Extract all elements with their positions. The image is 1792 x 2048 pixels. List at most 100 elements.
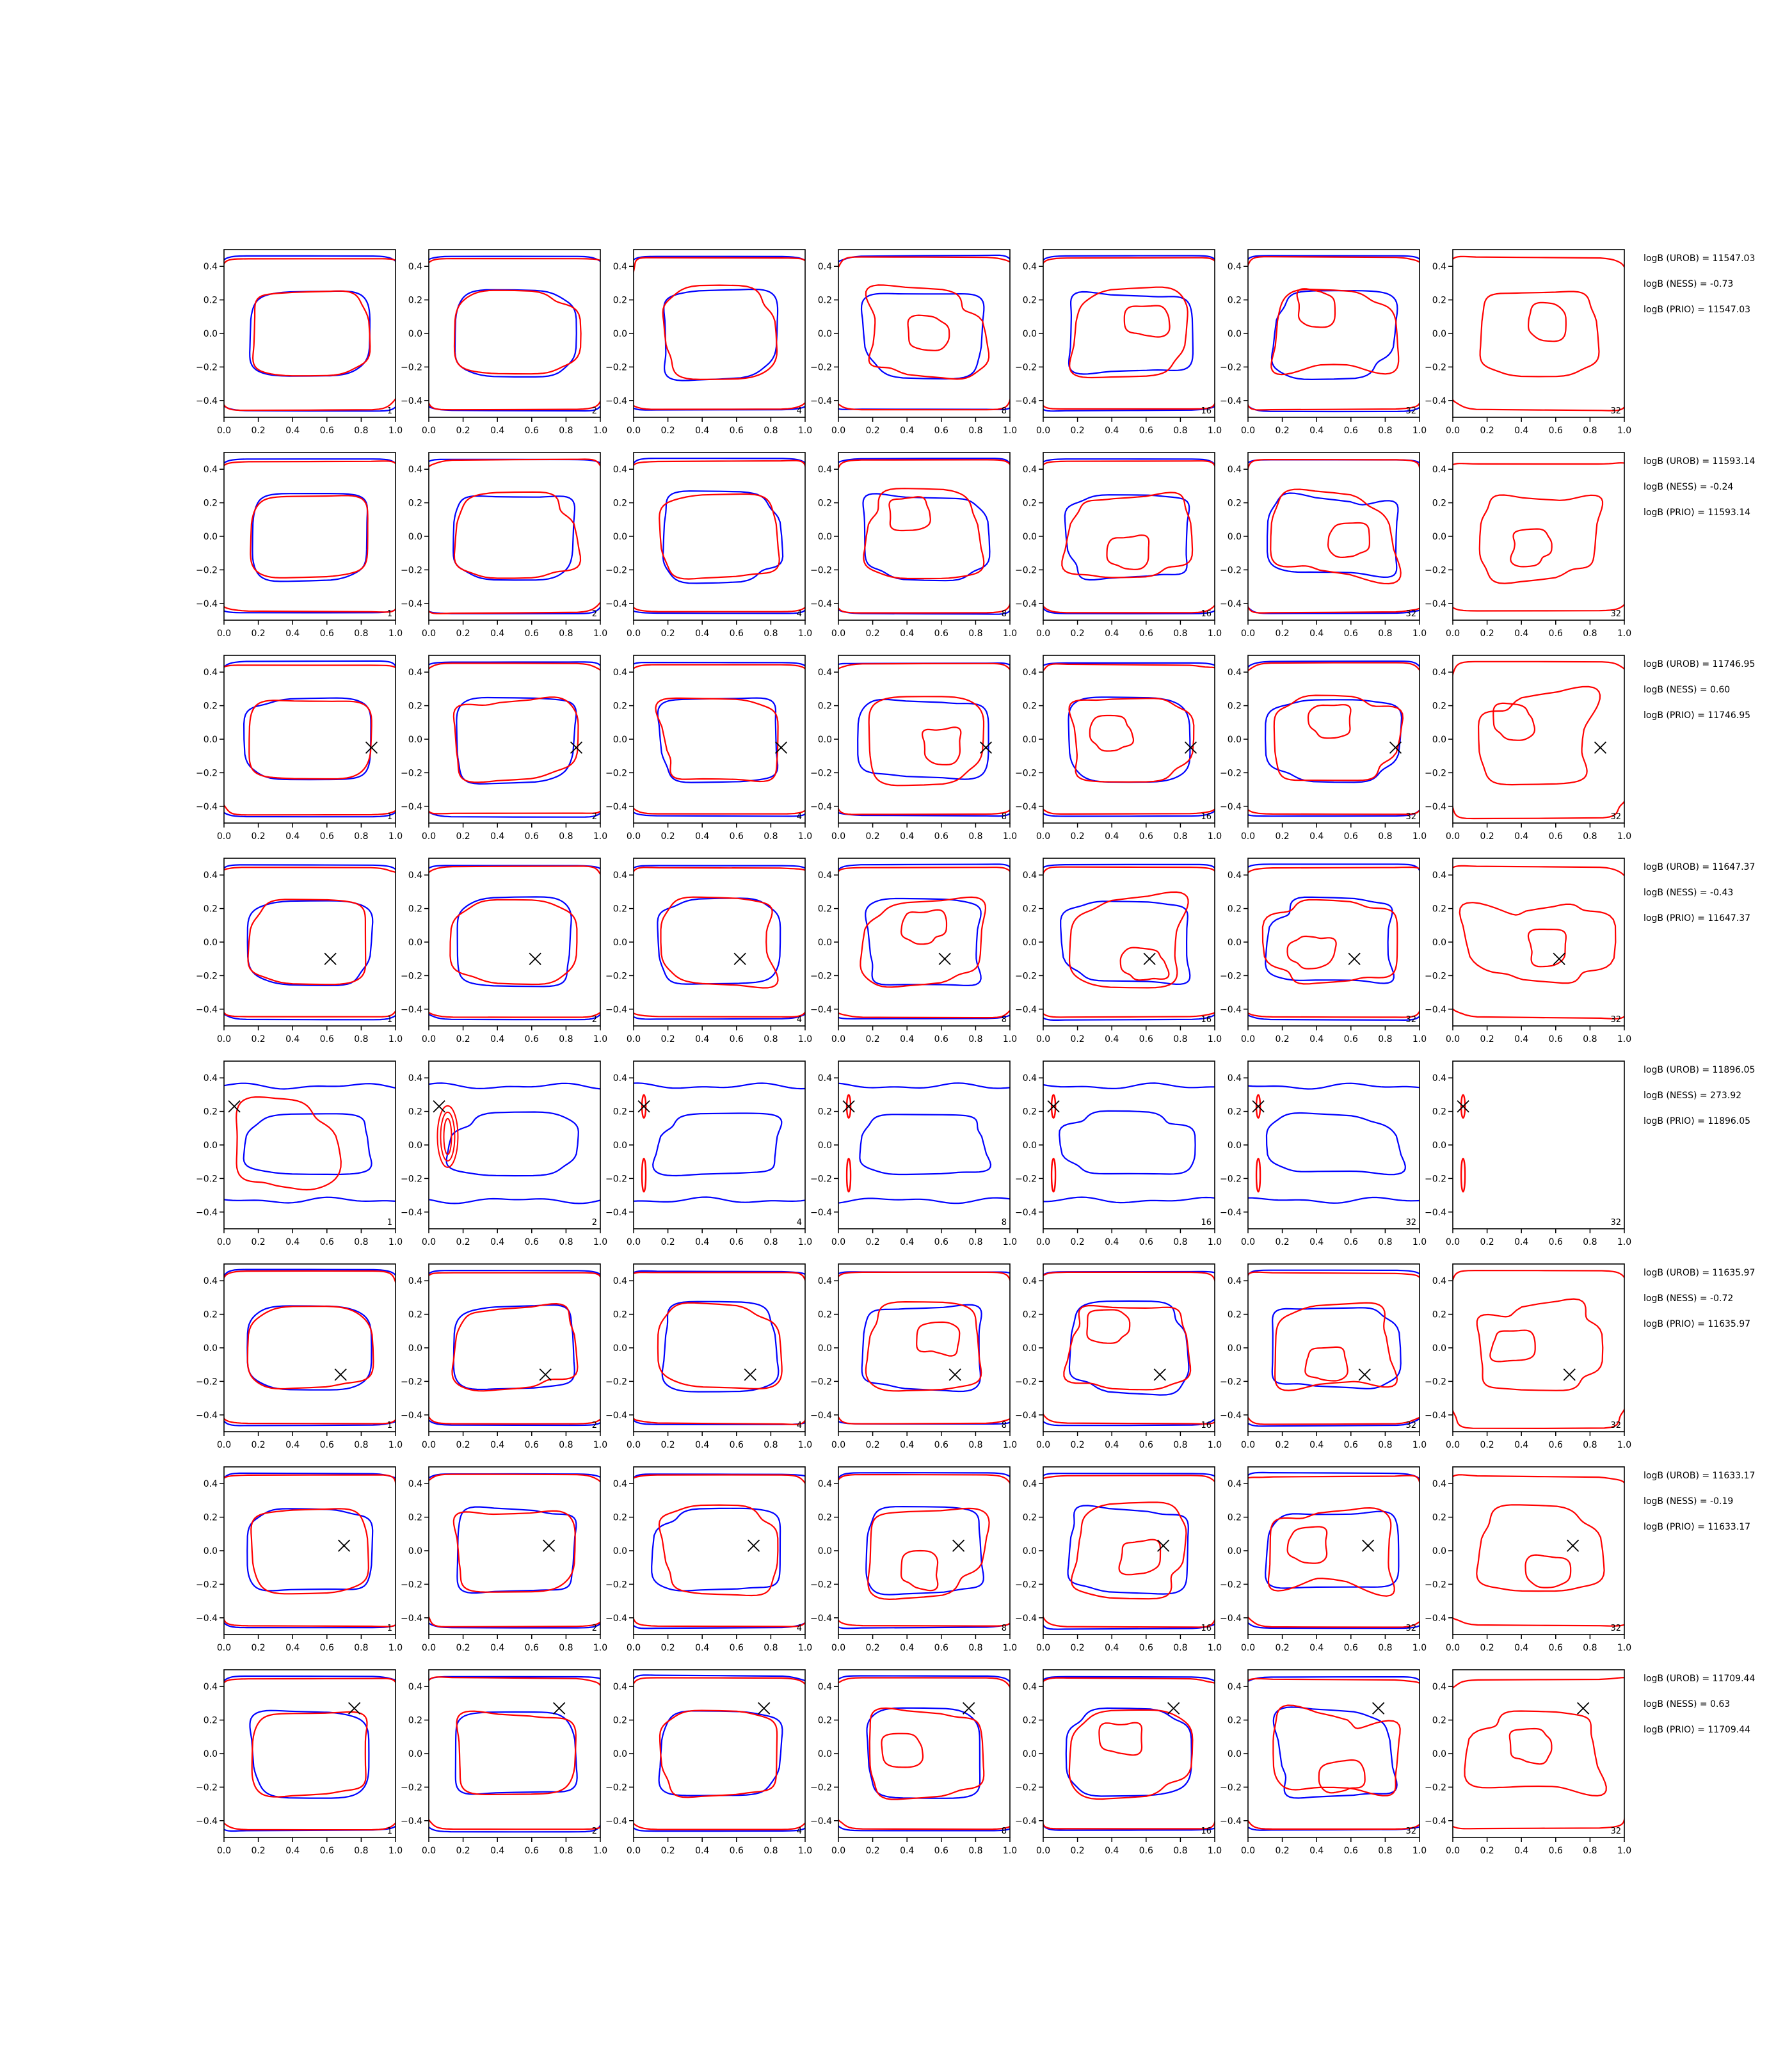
x-tick-label: 0.4	[1514, 831, 1528, 842]
y-tick-label: 0.2	[818, 1716, 832, 1726]
x-tick-label: 1.0	[1412, 628, 1427, 639]
x-tick-label: 0.8	[559, 1034, 573, 1044]
x-tick-label: 0.2	[660, 426, 675, 436]
y-tick-label: 0.2	[408, 701, 422, 712]
x-tick-label: 1.0	[1412, 1034, 1427, 1044]
x-tick-label: 1.0	[1412, 1846, 1427, 1856]
x-tick-label: 0.8	[1583, 628, 1597, 639]
x-tick-label: 0.8	[764, 831, 778, 842]
x-tick-label: 0.0	[1036, 831, 1050, 842]
y-tick-label: 0.2	[1432, 904, 1446, 915]
y-tick-label: −0.4	[1015, 1005, 1037, 1015]
y-tick-label: 0.2	[408, 1107, 422, 1117]
y-tick-label: 0.0	[1432, 1140, 1446, 1151]
x-tick-label: 0.8	[1173, 1643, 1187, 1653]
y-tick-label: 0.2	[1432, 701, 1446, 712]
x-tick-label: 1.0	[388, 628, 403, 639]
x-tick-label: 0.8	[1583, 831, 1597, 842]
x-tick-label: 0.6	[320, 426, 334, 436]
y-tick-label: 0.4	[818, 262, 832, 272]
y-tick-label: 0.2	[1023, 296, 1037, 306]
y-tick-label: 0.2	[204, 904, 218, 915]
x-tick-label: 0.4	[490, 1846, 504, 1856]
x-tick-label: 0.8	[559, 1237, 573, 1247]
x-tick-label: 0.6	[934, 831, 948, 842]
x-tick-label: 0.8	[1173, 1237, 1187, 1247]
x-tick-label: 0.4	[1105, 426, 1119, 436]
y-tick-label: 0.0	[204, 1140, 218, 1151]
y-tick-label: 0.0	[818, 1140, 832, 1151]
logB-text: logB (NESS) = 0.60	[1644, 685, 1730, 695]
contour-panel-r6-c4: 0.0 0.2 0.4 0.6 0.8 1.0 0.4 0.2 0.0 −0.2 −0.4 8	[810, 1263, 1017, 1450]
x-tick-label: 0.8	[1378, 1643, 1392, 1653]
x-tick-label: 0.4	[900, 831, 914, 842]
x-tick-label: 0.4	[1309, 426, 1324, 436]
x-tick-label: 0.8	[764, 1846, 778, 1856]
target-marker	[337, 1539, 351, 1552]
x-tick-label: 0.0	[1446, 1034, 1460, 1044]
target-marker	[433, 1100, 445, 1113]
target-marker	[553, 1702, 566, 1715]
logB-annotation-row-3: logB (UROB) = 11746.95 logB (NESS) = 0.60…	[1644, 659, 1755, 721]
target-marker	[1156, 1539, 1170, 1552]
logB-text: logB (UROB) = 11547.03	[1644, 253, 1755, 264]
y-tick-label: 0.4	[1023, 668, 1037, 678]
logB-text: logB (PRIO) = 11593.14	[1644, 508, 1750, 518]
logB-text: logB (NESS) = -0.43	[1644, 888, 1733, 898]
x-tick-label: 0.6	[320, 1237, 334, 1247]
contour-panel-r6-c3: 0.0 0.2 0.4 0.6 0.8 1.0 0.4 0.2 0.0 −0.2 −0.4 4	[605, 1263, 812, 1450]
x-tick-label: 0.4	[1514, 1237, 1528, 1247]
target-marker	[1563, 1368, 1576, 1381]
x-tick-label: 0.6	[1549, 1440, 1563, 1450]
x-tick-label: 0.6	[730, 1846, 744, 1856]
y-tick-label: 0.0	[408, 1140, 422, 1151]
y-tick-label: −0.4	[1220, 599, 1242, 609]
panel-label: 32	[1610, 609, 1621, 619]
x-tick-label: 0.2	[865, 1237, 879, 1247]
x-tick-label: 0.0	[1036, 1034, 1050, 1044]
x-tick-label: 0.4	[1514, 1643, 1528, 1653]
y-tick-label: 0.2	[1228, 1513, 1242, 1523]
y-tick-label: −0.4	[1015, 1613, 1037, 1624]
x-tick-label: 0.0	[831, 1440, 845, 1450]
x-tick-label: 0.6	[934, 1440, 948, 1450]
y-tick-label: −0.2	[605, 971, 627, 981]
x-tick-label: 1.0	[1412, 426, 1427, 436]
plot-frame	[1043, 1263, 1215, 1432]
contour-panel-r5-c6: 0.0 0.2 0.4 0.6 0.8 1.0 0.4 0.2 0.0 −0.2 −0.4 32	[1220, 1060, 1427, 1247]
plot-frame	[633, 1263, 806, 1432]
logB-annotation-row-7: logB (UROB) = 11633.17 logB (NESS) = -0.1…	[1644, 1471, 1755, 1532]
x-tick-label: 0.8	[1378, 1237, 1392, 1247]
x-tick-label: 0.4	[900, 1237, 914, 1247]
target-marker	[758, 1702, 771, 1715]
plot-frame	[1043, 1669, 1215, 1838]
target-marker	[365, 741, 378, 754]
x-tick-label: 0.0	[831, 831, 845, 842]
x-tick-label: 0.0	[1241, 1846, 1255, 1856]
y-tick-label: 0.4	[1432, 1276, 1446, 1286]
y-tick-label: 0.0	[408, 1749, 422, 1759]
logB-text: logB (UROB) = 11709.44	[1644, 1674, 1755, 1684]
x-tick-label: 0.8	[764, 1237, 778, 1247]
target-marker	[938, 952, 951, 965]
panel-label: 4	[797, 1218, 802, 1228]
y-tick-label: 0.2	[204, 1513, 218, 1523]
panel-label: 8	[1002, 609, 1007, 619]
y-tick-label: 0.2	[1023, 1310, 1037, 1320]
panel-label: 4	[797, 1015, 802, 1025]
x-tick-label: 0.2	[865, 1846, 879, 1856]
plot-frame	[633, 249, 806, 418]
y-tick-label: 0.0	[204, 1343, 218, 1354]
y-tick-label: 0.0	[1432, 735, 1446, 745]
contour-panel-r4-c7: 0.0 0.2 0.4 0.6 0.8 1.0 0.4 0.2 0.0 −0.2 −0.4 32	[1425, 858, 1631, 1044]
y-tick-label: 0.2	[408, 1513, 422, 1523]
x-tick-label: 0.4	[1309, 628, 1324, 639]
x-tick-label: 0.2	[456, 1034, 470, 1044]
x-tick-label: 0.2	[1275, 831, 1289, 842]
y-tick-label: −0.4	[1015, 802, 1037, 812]
x-tick-label: 1.0	[1617, 628, 1631, 639]
y-tick-label: 0.4	[1432, 465, 1446, 475]
x-tick-label: 0.2	[1070, 1846, 1084, 1856]
x-tick-label: 0.8	[559, 628, 573, 639]
